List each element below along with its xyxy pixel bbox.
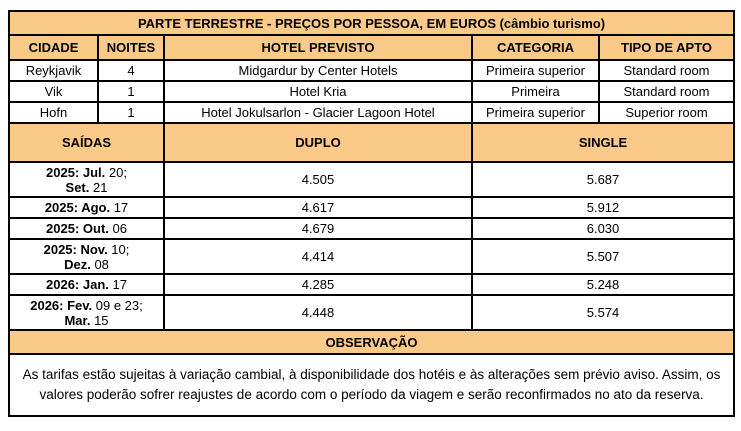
hotel-row: Vik 1 Hotel Kria Primeira Standard room	[8, 80, 736, 103]
single-price-cell: 5.574	[470, 294, 736, 331]
duplo-price-cell: 4.617	[163, 196, 473, 219]
saida-date-line: 2025: Nov. 10;	[43, 241, 130, 257]
col-header-duplo: DUPLO	[163, 122, 473, 163]
title-row: PARTE TERRESTRE - PREÇOS POR PESSOA, EM …	[7, 10, 736, 36]
saida-date-cell: 2025: Ago. 17	[8, 196, 165, 219]
col-header-categoria: CATEGORIA	[471, 34, 600, 61]
col-header-single: SINGLE	[470, 122, 736, 163]
saida-date-line: 2025: Ago. 17	[44, 200, 129, 215]
tipo-apto-cell: Standard room	[597, 80, 736, 103]
duplo-price-cell: 4.414	[163, 238, 473, 275]
price-row: 2025: Jul. 20; Set. 21 4.505 5.687	[8, 161, 736, 198]
hotel-cell: Hotel Jokulsarlon - Glacier Lagoon Hotel	[163, 101, 473, 124]
price-row: 2026: Jan. 17 4.285 5.248	[8, 273, 736, 296]
saida-date-line: Set. 21	[65, 179, 108, 195]
page-title: PARTE TERRESTRE - PREÇOS POR PESSOA, EM …	[7, 10, 736, 36]
saida-date-line: Mar. 15	[64, 312, 109, 328]
col-header-cidade: CIDADE	[8, 34, 99, 61]
price-row: 2025: Out. 06 4.679 6.030	[8, 217, 736, 240]
price-row: 2025: Nov. 10; Dez. 08 4.414 5.507	[8, 238, 736, 275]
price-row: 2026: Fev. 09 e 23; Mar. 15 4.448 5.574	[8, 294, 736, 331]
hotel-cell: Hotel Kria	[163, 80, 473, 103]
duplo-price-cell: 4.505	[163, 161, 473, 198]
prices-header-row: SAÍDAS DUPLO SINGLE	[8, 122, 736, 163]
hotel-row: Reykjavik 4 Midgardur by Center Hotels P…	[8, 59, 736, 82]
saida-date-cell: 2026: Jan. 17	[8, 273, 165, 296]
noites-cell: 1	[97, 101, 165, 124]
saida-date-line: 2025: Jul. 20;	[46, 164, 127, 180]
observacao-text-row: As tarifas estão sujeitas à variação cam…	[7, 353, 736, 417]
price-sheet-table: PARTE TERRESTRE - PREÇOS POR PESSOA, EM …	[7, 10, 736, 417]
cidade-cell: Vik	[8, 80, 99, 103]
col-header-tipo-de-apto: TIPO DE APTO	[597, 34, 736, 61]
observacao-title: OBSERVAÇÃO	[7, 329, 736, 355]
categoria-cell: Primeira superior	[471, 59, 600, 82]
saida-date-cell: 2026: Fev. 09 e 23; Mar. 15	[8, 294, 165, 331]
single-price-cell: 5.912	[470, 196, 736, 219]
single-price-cell: 5.507	[470, 238, 736, 275]
saida-date-cell: 2025: Out. 06	[8, 217, 165, 240]
tipo-apto-cell: Standard room	[597, 59, 736, 82]
noites-cell: 1	[97, 80, 165, 103]
single-price-cell: 6.030	[470, 217, 736, 240]
saida-date-cell: 2025: Nov. 10; Dez. 08	[8, 238, 165, 275]
duplo-price-cell: 4.679	[163, 217, 473, 240]
cidade-cell: Reykjavik	[8, 59, 99, 82]
col-header-hotel-previsto: HOTEL PREVISTO	[163, 34, 473, 61]
saida-date-line: 2025: Out. 06	[46, 221, 127, 236]
single-price-cell: 5.687	[470, 161, 736, 198]
price-row: 2025: Ago. 17 4.617 5.912	[8, 196, 736, 219]
observacao-header-row: OBSERVAÇÃO	[7, 329, 736, 355]
col-header-saidas: SAÍDAS	[8, 122, 165, 163]
single-price-cell: 5.248	[470, 273, 736, 296]
categoria-cell: Primeira superior	[471, 101, 600, 124]
tipo-apto-cell: Superior room	[597, 101, 736, 124]
col-header-noites: NOITES	[97, 34, 165, 61]
saida-date-line: Dez. 08	[64, 256, 109, 272]
noites-cell: 4	[97, 59, 165, 82]
duplo-price-cell: 4.448	[163, 294, 473, 331]
observacao-text: As tarifas estão sujeitas à variação cam…	[7, 353, 736, 417]
hotel-cell: Midgardur by Center Hotels	[163, 59, 473, 82]
hotel-row: Hofn 1 Hotel Jokulsarlon - Glacier Lagoo…	[8, 101, 736, 124]
categoria-cell: Primeira	[471, 80, 600, 103]
saida-date-line: 2026: Fev. 09 e 23;	[30, 297, 143, 313]
hotel-header-row: CIDADE NOITES HOTEL PREVISTO CATEGORIA T…	[8, 34, 736, 61]
duplo-price-cell: 4.285	[163, 273, 473, 296]
saida-date-line: 2026: Jan. 17	[46, 277, 127, 292]
saida-date-cell: 2025: Jul. 20; Set. 21	[8, 161, 165, 198]
cidade-cell: Hofn	[8, 101, 99, 124]
